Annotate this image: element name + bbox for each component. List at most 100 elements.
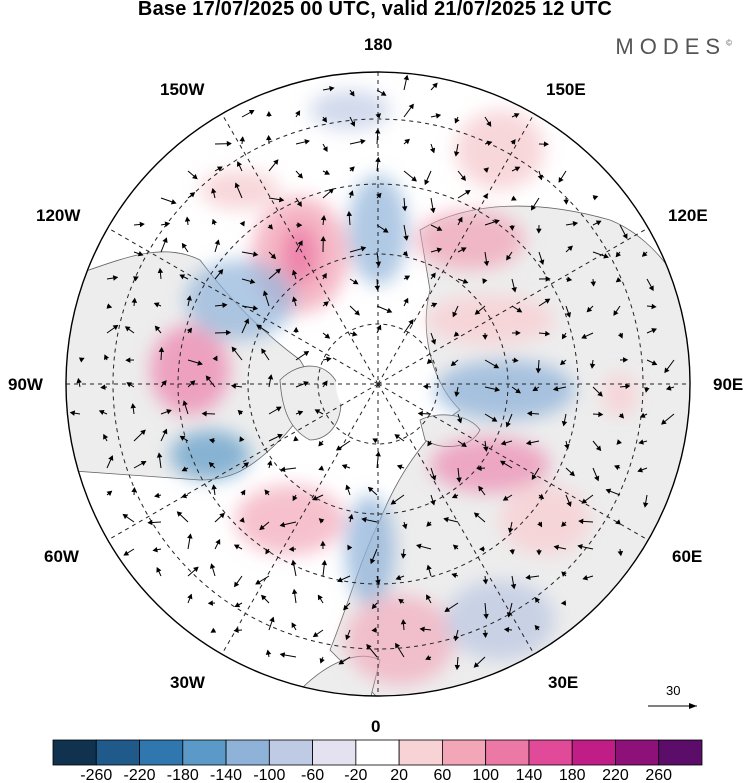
wind-vector-head bbox=[638, 439, 644, 445]
wind-vector-head bbox=[622, 357, 629, 363]
anomaly-negative-6 bbox=[445, 580, 555, 660]
colorbar-swatch bbox=[268, 739, 314, 766]
wind-vector-head bbox=[534, 624, 540, 631]
anomaly-negative-5 bbox=[185, 260, 295, 340]
colorbar-tick-label: 180 bbox=[559, 767, 586, 783]
wind-vector-head bbox=[430, 339, 437, 345]
graticule bbox=[66, 72, 690, 696]
wind-vector-head bbox=[431, 475, 437, 481]
wind-vector-head bbox=[483, 260, 490, 267]
wind-vector-head bbox=[651, 360, 658, 366]
wind-vector-head bbox=[122, 513, 129, 520]
wind-vector-head bbox=[349, 90, 355, 97]
wind-vector-head bbox=[131, 297, 138, 303]
wind-vector-head bbox=[444, 606, 451, 612]
wind-vector-head bbox=[597, 391, 603, 397]
wind-vector-head bbox=[291, 559, 297, 566]
wind-vector-head bbox=[297, 410, 304, 416]
wind-vector-head bbox=[262, 290, 269, 297]
wind-vector-head bbox=[382, 227, 389, 233]
wind-vector-head bbox=[462, 278, 469, 284]
wind-vector-head bbox=[395, 642, 401, 649]
wind-vector-head bbox=[531, 474, 537, 481]
wind-vector-head bbox=[615, 251, 621, 258]
wind-vector-head bbox=[154, 492, 160, 499]
wind-vector-head bbox=[535, 368, 542, 374]
lon-label-120w: 120W bbox=[36, 206, 81, 225]
lon-label-90w: 90W bbox=[8, 375, 43, 394]
wind-vector-head bbox=[324, 169, 331, 175]
wind-vector-head bbox=[239, 436, 245, 442]
wind-vector-head bbox=[544, 298, 551, 304]
wind-vector-head bbox=[539, 259, 545, 266]
wind-vector-head bbox=[569, 470, 575, 477]
wind-vector-head bbox=[225, 329, 232, 336]
colorbar-swatch bbox=[615, 739, 660, 766]
wind-vector-head bbox=[348, 513, 354, 520]
colorbar-swatch bbox=[571, 739, 616, 766]
wind-vector-head bbox=[507, 527, 514, 534]
wind-vector-head bbox=[252, 251, 259, 257]
wind-vector-head bbox=[320, 235, 327, 242]
wind-vector-head bbox=[426, 521, 432, 527]
wind-vector-head bbox=[376, 192, 382, 199]
wind-vector-head bbox=[589, 363, 596, 369]
colorbar-swatch bbox=[182, 739, 227, 766]
wind-vector-head bbox=[370, 558, 376, 565]
wind-vector-head bbox=[277, 433, 283, 439]
wind-vector-head bbox=[510, 195, 517, 201]
wind-vector-head bbox=[429, 147, 436, 154]
wind-vector-head bbox=[536, 228, 542, 234]
wind-vector-head bbox=[515, 330, 521, 336]
wind-vector-head bbox=[266, 111, 272, 117]
wind-vector-head bbox=[537, 521, 543, 528]
wind-vector-head bbox=[318, 465, 325, 471]
wind-vector-head bbox=[390, 499, 397, 505]
wind-vector-head bbox=[349, 166, 355, 172]
wind-vector-head bbox=[360, 138, 366, 145]
wind-vector-head bbox=[515, 388, 521, 394]
lon-label-0: 0 bbox=[371, 717, 381, 736]
wind-vector-head bbox=[98, 409, 105, 416]
wind-vector-head bbox=[106, 490, 113, 496]
wind-vector-head bbox=[154, 325, 161, 332]
wind-vector-head bbox=[577, 544, 583, 550]
wind-vector-head bbox=[164, 221, 171, 227]
wind-vector-head bbox=[622, 233, 628, 240]
wind-vector-head bbox=[534, 597, 541, 603]
wind-vector-head bbox=[162, 428, 168, 435]
wind-vector-head bbox=[208, 462, 215, 468]
wind-vector-head bbox=[335, 445, 342, 451]
wind-vector-head bbox=[211, 484, 217, 490]
wind-vector-head bbox=[403, 235, 409, 241]
wind-vector-head bbox=[560, 600, 567, 606]
wind-vector-head bbox=[318, 440, 324, 447]
wind-vector-head bbox=[279, 652, 286, 658]
wind-vector-head bbox=[348, 190, 354, 196]
wind-vector-head bbox=[566, 276, 573, 282]
wind-vector-head bbox=[380, 90, 387, 96]
wind-vector-head bbox=[582, 575, 588, 581]
wind-vector-head bbox=[494, 219, 500, 225]
wind-vector-head bbox=[402, 523, 408, 530]
wind-vector-head bbox=[478, 546, 485, 552]
wind-vector-head bbox=[478, 485, 484, 492]
wind-vector-head bbox=[375, 261, 382, 267]
wind-vector-head bbox=[152, 546, 158, 553]
wind-vector-head bbox=[592, 195, 599, 201]
wind-vector-head bbox=[443, 516, 449, 523]
wind-vector-head bbox=[192, 173, 198, 180]
wind-vector-head bbox=[252, 305, 259, 311]
wind-vector-head bbox=[615, 519, 621, 525]
anomaly-positive-core-1 bbox=[282, 225, 318, 285]
wind-vector-head bbox=[123, 550, 130, 556]
wind-vector-head bbox=[76, 377, 82, 384]
wind-vector-head bbox=[352, 279, 359, 285]
wind-vector-head bbox=[208, 438, 215, 444]
lon-label-150w: 150W bbox=[160, 80, 205, 99]
wind-vector-head bbox=[275, 268, 281, 274]
wind-vector-head bbox=[532, 386, 539, 392]
wind-vector-head bbox=[460, 175, 466, 181]
wind-vector-head bbox=[147, 519, 153, 526]
wind-vector-head bbox=[210, 627, 217, 633]
